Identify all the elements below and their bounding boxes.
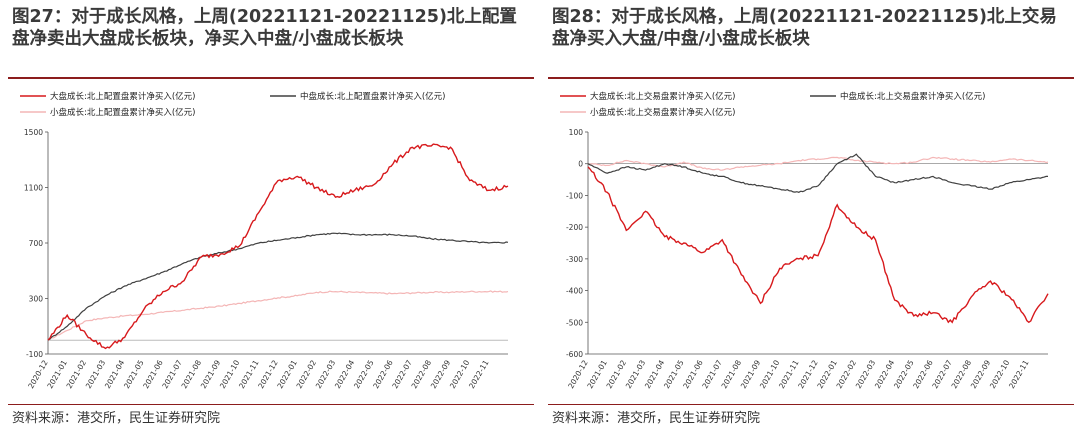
- y-tick-label: -300: [566, 255, 583, 264]
- figure-27-panel: 图27：对于成长风格，上周(20221121-20221125)北上配置盘净卖出…: [8, 0, 538, 432]
- title-divider: [548, 77, 1074, 79]
- figure-28-source: 资料来源：港交所，民生证券研究院: [552, 411, 761, 426]
- figure-27-title: 图27：对于成长风格，上周(20221121-20221125)北上配置盘净卖出…: [12, 7, 517, 49]
- y-tick-label: 100: [569, 128, 584, 137]
- y-tick-label: -100: [26, 350, 43, 359]
- legend-label: 小盘成长:北上交易盘累计净买入(亿元): [590, 107, 736, 118]
- title-divider: [8, 77, 534, 79]
- y-tick-label: 1500: [24, 128, 43, 137]
- legend-label: 大盘成长:北上交易盘累计净买入(亿元): [590, 91, 736, 102]
- legend-label: 大盘成长:北上配置盘累计净买入(亿元): [50, 91, 196, 102]
- series-line-large: [587, 166, 1049, 324]
- series-line-mid: [587, 153, 1048, 193]
- legend-label: 小盘成长:北上配置盘累计净买入(亿元): [50, 107, 196, 118]
- y-tick-label: -200: [566, 223, 583, 232]
- y-tick-label: -100: [566, 191, 583, 200]
- y-tick-label: 1100: [24, 184, 43, 193]
- series-line-mid: [47, 232, 509, 341]
- legend-label: 中盘成长:北上配置盘累计净买入(亿元): [300, 91, 446, 102]
- y-tick-label: -500: [566, 318, 583, 327]
- legend: 大盘成长:北上配置盘累计净买入(亿元) 中盘成长:北上配置盘累计净买入(亿元) 小盘…: [20, 91, 446, 118]
- source-divider: [548, 404, 1074, 405]
- y-tick-label: 0: [578, 160, 583, 169]
- figure-27-chart: 大盘成长:北上配置盘累计净买入(亿元) 中盘成长:北上配置盘累计净买入(亿元) 小盘…: [20, 91, 509, 390]
- y-tick-label: -400: [566, 287, 583, 296]
- figure-27-source: 资料来源：港交所，民生证券研究院: [12, 411, 221, 426]
- source-divider: [8, 404, 534, 405]
- legend-label: 中盘成长:北上交易盘累计净买入(亿元): [840, 91, 986, 102]
- y-tick-label: -600: [566, 350, 583, 359]
- figure-28-panel: 图28：对于成长风格，上周(20221121-20221125)北上交易盘净买入…: [548, 0, 1078, 432]
- legend: 大盘成长:北上交易盘累计净买入(亿元) 中盘成长:北上交易盘累计净买入(亿元) 小盘…: [560, 91, 986, 118]
- y-tick-label: 300: [29, 295, 44, 304]
- series-line-small: [587, 156, 1049, 171]
- series-line-small: [47, 290, 509, 341]
- y-tick-label: 700: [29, 239, 44, 248]
- series-line-large: [47, 143, 509, 350]
- figure-28-chart: 大盘成长:北上交易盘累计净买入(亿元) 中盘成长:北上交易盘累计净买入(亿元) 小盘…: [560, 91, 1049, 390]
- figure-28-title: 图28：对于成长风格，上周(20221121-20221125)北上交易盘净买入…: [552, 7, 1057, 49]
